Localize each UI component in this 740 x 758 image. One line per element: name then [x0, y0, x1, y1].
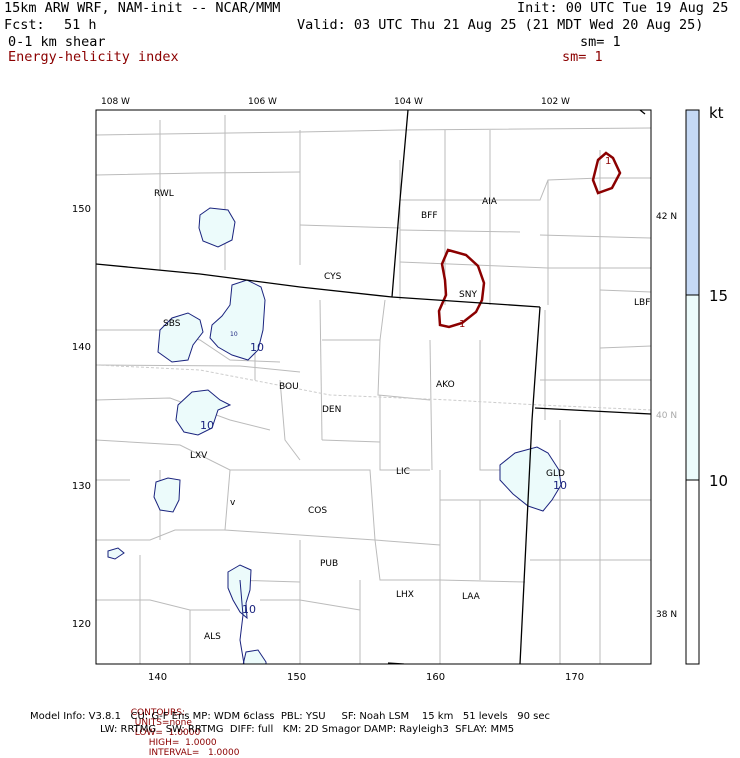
shear-area-boulder	[175, 389, 232, 436]
lat-label-40n: 40 N	[656, 411, 677, 421]
shear-label-2: 10	[200, 419, 214, 432]
ehi-value-labels: 1 1	[459, 156, 611, 330]
forecast-label: Fcst:	[4, 17, 45, 33]
shear-line-divide	[239, 579, 245, 664]
latitude-labels: 42 N 40 N 38 N	[656, 212, 677, 620]
station-pub: PUB	[320, 559, 338, 569]
nebraska-east-border	[639, 110, 646, 115]
contours-label: CONTOURS:	[130, 708, 186, 718]
lon-label-106w: 106 W	[248, 97, 277, 107]
field-ehi-smoothing: sm= 1	[562, 49, 603, 65]
nebraska-kansas-border	[534, 407, 651, 415]
shear-area-rwl	[198, 207, 236, 248]
lat-label-42n: 42 N	[656, 212, 677, 222]
shear-area-san-luis	[242, 649, 267, 664]
station-sny: SNY	[459, 290, 477, 300]
shear-label-1: 10	[250, 341, 264, 354]
map-svg: RWL BFF AIA CYS SNY LBF SBS BOU DEN AKO …	[72, 97, 728, 683]
station-cys: CYS	[324, 272, 342, 282]
colorbar-segment-high	[686, 110, 699, 295]
field-shear-smoothing: sm= 1	[580, 34, 621, 50]
model-info-line-1: Model Info: V3.8.1 CU: G-F Ens MP: WDM 6…	[30, 711, 551, 722]
shear-area-north-front-range	[209, 279, 266, 361]
station-bff: BFF	[421, 211, 438, 221]
y-axis-ticks: 150 140 130 120	[72, 204, 91, 630]
station-sbs: SBS	[163, 319, 181, 329]
colorbar-label-15: 15	[709, 287, 728, 305]
init-time: Init: 00 UTC Tue 19 Aug 25	[517, 0, 729, 16]
colorbar-unit: kt	[709, 104, 724, 122]
highway-line	[96, 364, 651, 411]
forecast-hour: 51 h	[64, 17, 97, 33]
field-shear-title: 0-1 km shear	[8, 34, 106, 50]
model-title: 15km ARW WRF, NAM-init -- NCAR/MMM	[4, 0, 281, 16]
model-info-line-2: LW: RRTMG SW: RRTMG DIFF: full KM: 2D Sm…	[100, 724, 515, 735]
state-borders	[96, 110, 651, 664]
station-laa: LAA	[462, 592, 481, 602]
y-tick-120: 120	[72, 619, 91, 630]
station-ako: AKO	[436, 380, 455, 390]
ehi-contour-northeast	[591, 151, 622, 195]
map-background	[96, 110, 651, 664]
field-ehi-title: Energy-helicity index	[8, 49, 179, 65]
lon-label-108w: 108 W	[101, 97, 130, 107]
map-frame	[95, 109, 652, 665]
colorbar-segment-low	[686, 480, 699, 664]
shear-area-sangre	[107, 547, 125, 560]
shear-area-sbs	[157, 312, 204, 363]
lon-label-102w: 102 W	[541, 97, 570, 107]
ehi-contours	[437, 151, 622, 329]
contours-low: LOW= 1.0000	[134, 728, 201, 738]
station-marker-v: v	[230, 498, 236, 508]
shear-value-labels: 10 10 10 10 10	[200, 331, 567, 616]
x-tick-160: 160	[426, 672, 445, 683]
x-tick-170: 170	[565, 672, 584, 683]
y-tick-140: 140	[72, 342, 91, 353]
station-gld: GLD	[546, 469, 565, 479]
x-tick-150: 150	[287, 672, 306, 683]
shear-label-5: 10	[230, 331, 238, 338]
wyoming-colorado-border	[96, 263, 541, 308]
wyoming-nebraska-border	[391, 110, 409, 298]
longitude-labels: 108 W 106 W 104 W 102 W	[101, 97, 570, 107]
station-labels: RWL BFF AIA CYS SNY LBF SBS BOU DEN AKO …	[154, 189, 650, 642]
shear-contours	[107, 207, 562, 664]
station-lic: LIC	[396, 467, 410, 477]
station-den: DEN	[322, 405, 341, 415]
shear-label-3: 10	[553, 479, 567, 492]
colorbar: kt 15 10	[685, 104, 728, 665]
lon-label-104w: 104 W	[394, 97, 423, 107]
shear-area-goodland	[499, 446, 562, 512]
colorbar-label-10: 10	[709, 472, 728, 490]
station-aia: AIA	[482, 197, 498, 207]
station-lbf: LBF	[634, 298, 650, 308]
ehi-label-snyder: 1	[459, 319, 465, 330]
shear-area-wet-mountains	[227, 564, 252, 620]
station-lhx: LHX	[396, 590, 414, 600]
y-tick-130: 130	[72, 481, 91, 492]
shear-area-south-park	[153, 477, 181, 513]
x-tick-140: 140	[148, 672, 167, 683]
nebraska-colorado-border	[519, 306, 541, 664]
y-tick-150: 150	[72, 204, 91, 215]
colorbar-frame	[685, 109, 700, 665]
contours-units: UNITS=none	[134, 718, 192, 728]
station-bou: BOU	[279, 382, 299, 392]
station-rwl: RWL	[154, 189, 174, 199]
station-als: ALS	[204, 632, 221, 642]
valid-time: Valid: 03 UTC Thu 21 Aug 25 (21 MDT Wed …	[297, 17, 704, 33]
station-lxv: LXV	[190, 451, 208, 461]
shear-label-4: 10	[242, 603, 256, 616]
ehi-label-northeast: 1	[605, 156, 611, 167]
colorbar-segment-mid	[686, 295, 699, 480]
lat-label-38n: 38 N	[656, 610, 677, 620]
ehi-contour-snyder	[437, 248, 486, 329]
station-cos: COS	[308, 506, 327, 516]
contours-interval: INTERVAL= 1.0000	[148, 748, 240, 758]
x-axis-ticks: 140 150 160 170	[148, 672, 584, 683]
